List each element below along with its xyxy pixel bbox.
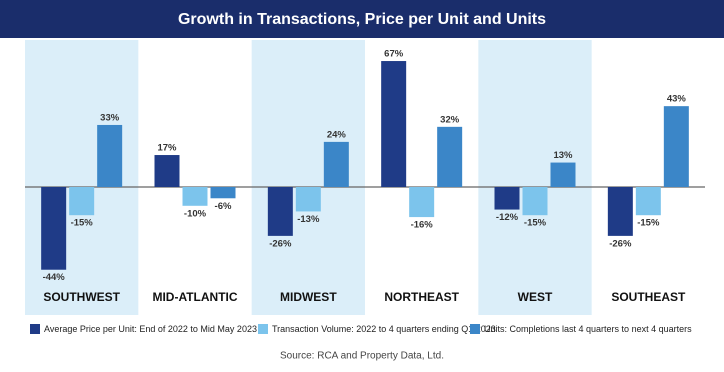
- value-label: 32%: [440, 114, 460, 125]
- category-label: WEST: [518, 290, 553, 304]
- legend-label: Transaction Volume: 2022 to 4 quarters e…: [272, 324, 496, 334]
- value-label: -16%: [411, 220, 434, 231]
- value-label: -6%: [215, 201, 232, 212]
- bar: [550, 162, 576, 187]
- value-label: -15%: [524, 218, 547, 229]
- value-label: -26%: [609, 238, 632, 249]
- value-label: -12%: [496, 212, 519, 223]
- bar: [635, 187, 661, 216]
- legend-label: Units: Completions last 4 quarters to ne…: [484, 324, 692, 334]
- legend-swatch: [470, 324, 480, 334]
- value-label: -10%: [184, 208, 207, 219]
- bar: [267, 187, 293, 236]
- category-label: NORTHEAST: [384, 290, 459, 304]
- bar: [381, 61, 407, 187]
- legend-label: Average Price per Unit: End of 2022 to M…: [44, 324, 257, 334]
- value-label: -15%: [71, 218, 94, 229]
- bar: [69, 187, 95, 216]
- title-bar: [0, 0, 724, 38]
- value-label: 13%: [553, 150, 573, 161]
- value-label: -44%: [43, 272, 66, 283]
- legend-swatch: [258, 324, 268, 334]
- value-label: -13%: [297, 214, 320, 225]
- bar: [607, 187, 633, 236]
- value-label: 17%: [157, 143, 177, 154]
- bar: [409, 187, 435, 218]
- bar: [182, 187, 208, 206]
- chart-title: Growth in Transactions, Price per Unit a…: [178, 11, 546, 28]
- value-label: -15%: [637, 218, 660, 229]
- bar: [41, 187, 67, 270]
- category-label: MIDWEST: [280, 290, 337, 304]
- source: Source: RCA and Property Data, Ltd.: [280, 351, 444, 362]
- value-label: -26%: [269, 238, 292, 249]
- bar: [323, 141, 349, 187]
- bar: [154, 155, 180, 187]
- bar: [437, 126, 463, 187]
- bar: [97, 124, 123, 187]
- value-label: 24%: [327, 129, 347, 140]
- bar: [522, 187, 548, 216]
- bar: [210, 187, 236, 199]
- bar: [663, 106, 689, 187]
- value-label: 33%: [100, 112, 120, 123]
- legend-swatch: [30, 324, 40, 334]
- bar: [494, 187, 520, 210]
- value-label: 43%: [667, 94, 687, 105]
- category-label: SOUTHEAST: [611, 290, 686, 304]
- category-label: MID-ATLANTIC: [152, 290, 237, 304]
- category-label: SOUTHWEST: [43, 290, 120, 304]
- value-label: 67%: [384, 49, 404, 60]
- bar: [295, 187, 321, 212]
